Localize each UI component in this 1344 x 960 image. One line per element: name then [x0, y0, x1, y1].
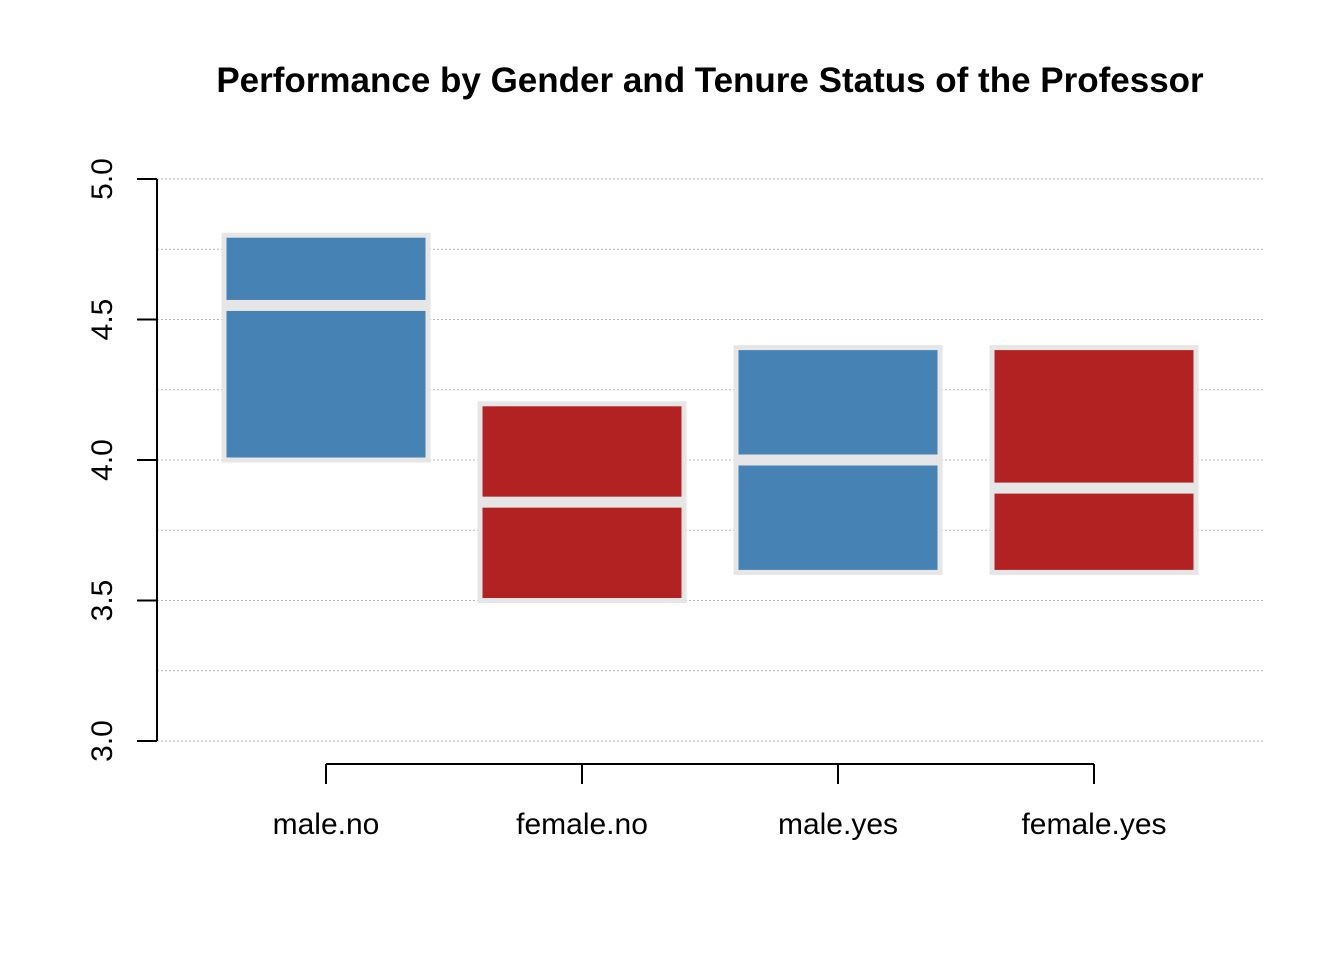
- y-tick-label: 3.0: [86, 720, 119, 762]
- crossbar-center-line: [733, 454, 943, 466]
- x-tick-label: female.no: [516, 808, 648, 841]
- chart-title: Performance by Gender and Tenure Status …: [216, 61, 1204, 100]
- crossbar-male.no: [221, 232, 431, 463]
- y-tick-label: 3.5: [86, 580, 119, 622]
- y-axis: 3.0 3.5 4.0 4.5 5.0: [86, 158, 158, 762]
- crossbar-male.yes: [733, 345, 943, 575]
- x-tick-label: male.no: [273, 808, 380, 841]
- x-axis: male.no female.no male.yes female.yes: [273, 763, 1167, 841]
- y-tick-label: 4.0: [86, 439, 119, 481]
- y-tick-label: 5.0: [86, 158, 119, 200]
- crossbar-box: [221, 232, 431, 463]
- crossbar-female.no: [477, 401, 687, 603]
- crossbar-female.yes: [989, 345, 1199, 575]
- crossbar-center-line: [221, 299, 431, 311]
- crossbar-box: [989, 345, 1199, 575]
- crossbar-center-line: [477, 496, 687, 508]
- x-tick-label: female.yes: [1021, 808, 1166, 841]
- x-tick-label: male.yes: [778, 808, 898, 841]
- crossbars: [221, 232, 1199, 603]
- crossbar-center-line: [989, 482, 1199, 494]
- y-tick-label: 4.5: [86, 299, 119, 341]
